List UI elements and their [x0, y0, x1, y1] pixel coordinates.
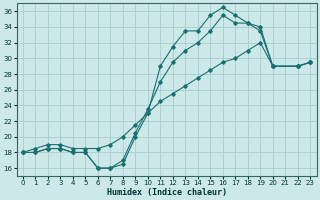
X-axis label: Humidex (Indice chaleur): Humidex (Indice chaleur)	[107, 188, 227, 197]
